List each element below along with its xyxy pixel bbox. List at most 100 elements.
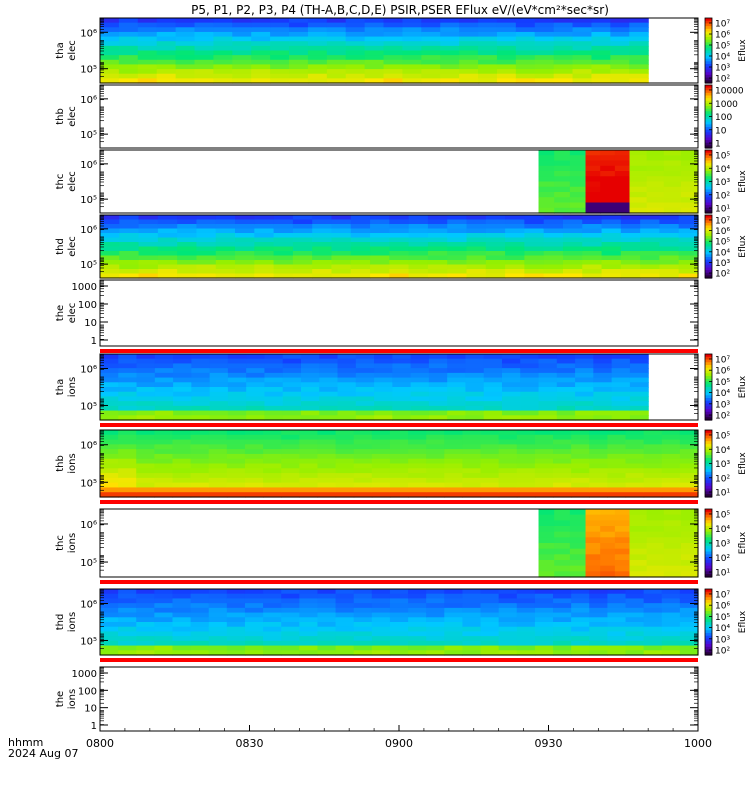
panel-3-cell-13-13: [350, 273, 371, 279]
panel-3-cell-22-0: [524, 215, 545, 221]
panel-5-colorbar-step: [705, 409, 712, 413]
panel-2-cell-3-10: [680, 202, 699, 209]
panel-5-ytick-label-1: 10⁵: [80, 401, 97, 412]
panel-2-cell-3-0: [680, 150, 699, 156]
panel-1-colorbar-step: [705, 87, 712, 91]
panel-1-frame: [99, 84, 699, 149]
panel-8-cell-7-2: [226, 598, 246, 604]
panel-3-cell-13-10: [350, 260, 371, 266]
panel-5-cell-11-13: [300, 415, 320, 421]
panel-3-colorbar-tick-3: 10⁴: [715, 248, 730, 258]
panel-5-cell-14-1: [355, 358, 375, 365]
panel-6-cell-25-6: [553, 458, 572, 465]
panel-6-cell-6-13: [208, 492, 228, 498]
panel-0-cell-27-0: [610, 18, 630, 24]
panel-7-cell-0-8: [538, 554, 555, 561]
panel-6-cell-20-7: [462, 463, 482, 469]
panel-7-colorbar-step: [705, 537, 712, 541]
panel-5-cell-20-11: [465, 405, 485, 412]
panel-6-cell-19-3: [444, 444, 464, 450]
panel-8-cell-20-6: [462, 617, 482, 623]
panel-3-cell-27-7: [620, 246, 641, 252]
panel-6-cell-15-13: [371, 492, 391, 498]
panel-6-cell-21-6: [480, 458, 500, 465]
panel-3-cell-21-4: [505, 233, 525, 239]
panel-0-cell-11-11: [307, 69, 328, 75]
panel-5-cell-28-6: [611, 382, 631, 388]
panel-8-cell-8-9: [244, 631, 264, 637]
panel-0-cell-26-7: [591, 50, 611, 56]
panel-8-cell-2-0: [136, 589, 155, 595]
panel-3-cell-0-13: [100, 273, 120, 279]
panel-5-cell-6-6: [209, 382, 229, 388]
panel-8-cell-14-6: [353, 617, 373, 623]
panel-3-colorbar-tick-5: 10²: [715, 270, 730, 280]
panel-6-cell-6-11: [208, 482, 228, 489]
panel-0-cell-23-7: [534, 50, 555, 56]
panel-8-cell-4-1: [172, 593, 192, 600]
panel-8-cell-18-8: [426, 626, 445, 633]
panel-6-cell-16-4: [389, 449, 409, 455]
panel-8-cell-29-4: [625, 607, 645, 614]
panel-2-cell-0-3: [585, 165, 601, 172]
panel-5-cell-28-11: [611, 405, 631, 412]
panel-5-cell-24-6: [538, 382, 558, 388]
panel-3-cell-4-0: [177, 215, 198, 221]
panel-8-cell-32-4: [679, 607, 699, 614]
panel-6-cell-21-0: [480, 430, 500, 436]
panel-2-cell-0-8: [629, 192, 648, 198]
panel-8-cell-23-8: [516, 626, 536, 633]
panel-0-cell-23-6: [534, 45, 555, 52]
panel-8-cell-8-5: [244, 612, 264, 618]
panel-0-cell-10-7: [289, 50, 309, 56]
panel-5-cell-1-6: [118, 382, 138, 388]
panel-8-cell-26-3: [571, 603, 590, 609]
panel-3-cell-9-3: [273, 228, 294, 234]
panel-0-cell-4-12: [175, 73, 196, 79]
panel-0-cell-13-1: [345, 22, 366, 28]
panel-5-cell-28-10: [611, 401, 631, 407]
panel-6-cell-29-13: [625, 492, 645, 498]
panel-8-cell-29-10: [625, 636, 645, 642]
panel-8-cell-8-4: [244, 607, 264, 614]
panel-3-cell-21-12: [505, 269, 525, 275]
panel-6-cell-6-9: [208, 473, 228, 479]
panel-6-cell-21-10: [480, 477, 500, 484]
panel-6-cell-19-12: [444, 487, 464, 493]
panel-2-cell-0-4: [629, 171, 648, 177]
panel-3-cell-20-5: [485, 237, 506, 243]
panel-3-colorbar-tick-1: 10⁶: [715, 227, 730, 237]
panel-1-colorbar-step: [705, 92, 712, 97]
panel-5-cell-10-13: [282, 415, 302, 421]
panel-8-cell-23-9: [516, 631, 536, 637]
panel-6-cell-21-11: [480, 482, 500, 489]
panel-8-cell-16-11: [389, 640, 409, 647]
panel-5-cell-20-8: [465, 391, 485, 398]
panel-3-cell-27-5: [620, 237, 641, 243]
panel-8-cell-29-6: [625, 617, 645, 623]
panel-8-cell-21-13: [480, 650, 500, 656]
panel-3-cell-20-11: [485, 264, 506, 270]
panel-3-cell-13-3: [350, 228, 371, 234]
panel-0-cell-28-4: [629, 36, 649, 42]
panel-6-cell-8-8: [244, 468, 264, 474]
panel-5-cell-18-8: [428, 391, 448, 398]
panel-7-cell-0-6: [629, 543, 648, 550]
panel-7-probe-label: thc: [55, 535, 66, 551]
panel-5-cell-10-6: [282, 382, 302, 388]
panel-0-cell-20-10: [478, 64, 498, 70]
panel-5-cell-0-13: [100, 415, 119, 421]
panel-5-colorbar-step: [705, 356, 712, 361]
panel-5-probe-label: tha: [55, 379, 66, 395]
panel-8-cell-2-8: [136, 626, 155, 633]
panel-7-colorbar-step: [705, 554, 712, 558]
panel-5-cell-6-8: [209, 391, 229, 398]
panel-2-cell-3-6: [680, 181, 699, 188]
panel-9-frame: [99, 666, 699, 732]
panel-0-cell-9-2: [270, 27, 290, 33]
panel-0-cell-14-8: [364, 55, 385, 61]
panel-5-cell-26-12: [575, 410, 594, 416]
panel-0-cell-26-0: [591, 18, 611, 24]
panel-6-cell-5-10: [190, 477, 210, 484]
panel-8-cell-28-1: [607, 593, 627, 600]
